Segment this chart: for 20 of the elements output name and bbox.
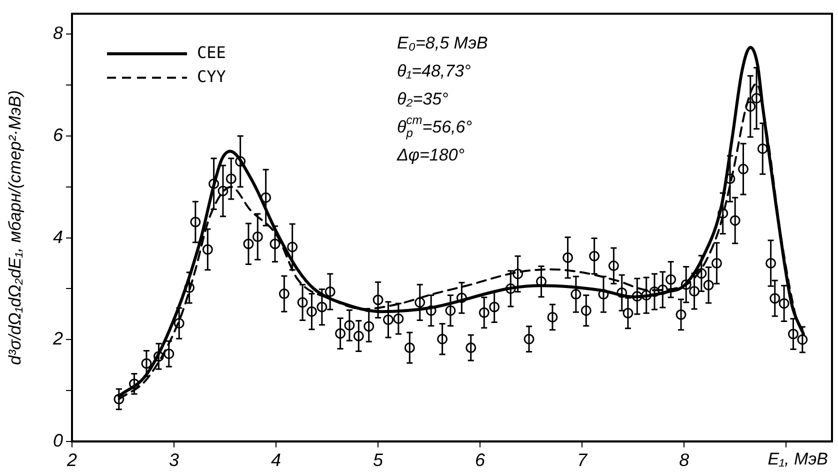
annotation: E₀=8,5 МэВ [397, 34, 488, 53]
annotation: θ₁=48,73° [397, 62, 472, 81]
x-axis-title: E₁, МэВ [768, 450, 828, 469]
y-tick-label: 4 [52, 226, 63, 247]
x-tick-label: 8 [679, 450, 690, 470]
legend-label: CYY [197, 66, 226, 86]
x-tick-label: 6 [475, 450, 486, 470]
x-tick-label: 3 [169, 450, 180, 470]
x-tick-label: 7 [577, 450, 588, 470]
annotation: Δφ=180° [396, 146, 465, 165]
x-tick-label: 5 [373, 450, 384, 470]
legend-label: CEE [197, 42, 226, 62]
x-tick-label: 2 [66, 450, 78, 470]
y-tick-label: 0 [52, 430, 63, 450]
y-axis-title: d³σ/dΩ₁dΩ₂dE₁, мбарн/(стер²·МэВ) [6, 90, 25, 365]
y-tick-label: 8 [52, 23, 63, 44]
x-tick-label: 4 [271, 450, 282, 470]
annotation: θ₂=35° [397, 90, 449, 109]
y-tick-label: 6 [52, 124, 64, 145]
y-tick-label: 2 [52, 328, 63, 349]
